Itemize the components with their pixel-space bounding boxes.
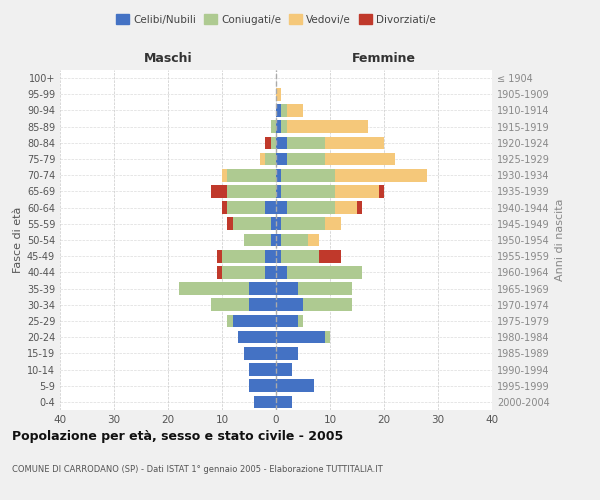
Bar (249, 298, 276, 311)
Bar (271, 234, 276, 246)
Bar (217, 266, 222, 278)
Bar (244, 347, 276, 360)
Bar (254, 396, 276, 408)
Bar (281, 234, 308, 246)
Text: Femmine: Femmine (352, 52, 416, 65)
Bar (233, 314, 276, 328)
Bar (276, 120, 281, 133)
Bar (325, 136, 384, 149)
Bar (325, 331, 330, 344)
Y-axis label: Anni di nascita: Anni di nascita (555, 198, 565, 281)
Bar (281, 185, 335, 198)
Bar (281, 104, 287, 117)
Bar (244, 234, 271, 246)
Bar (298, 314, 303, 328)
Text: Maschi: Maschi (143, 52, 193, 65)
Bar (276, 169, 281, 181)
Bar (238, 331, 276, 344)
Bar (335, 202, 357, 214)
Bar (276, 347, 298, 360)
Bar (276, 380, 314, 392)
Bar (335, 169, 427, 181)
Bar (281, 218, 325, 230)
Bar (276, 298, 303, 311)
Bar (276, 396, 292, 408)
Bar (276, 218, 281, 230)
Bar (281, 169, 335, 181)
Bar (325, 152, 395, 166)
Bar (265, 136, 271, 149)
Bar (276, 282, 298, 295)
Bar (287, 136, 325, 149)
Bar (276, 185, 281, 198)
Bar (265, 266, 276, 278)
Bar (179, 282, 249, 295)
Bar (271, 218, 276, 230)
Bar (281, 250, 319, 262)
Bar (222, 250, 265, 262)
Bar (379, 185, 384, 198)
Bar (276, 363, 292, 376)
Bar (249, 380, 276, 392)
Bar (265, 250, 276, 262)
Bar (287, 202, 335, 214)
Bar (227, 314, 233, 328)
Bar (308, 234, 319, 246)
Bar (287, 104, 303, 117)
Bar (303, 298, 352, 311)
Bar (276, 266, 287, 278)
Bar (249, 363, 276, 376)
Bar (233, 218, 271, 230)
Bar (325, 218, 341, 230)
Bar (276, 202, 287, 214)
Text: Popolazione per età, sesso e stato civile - 2005: Popolazione per età, sesso e stato civil… (12, 430, 343, 443)
Bar (222, 169, 227, 181)
Bar (276, 331, 325, 344)
Bar (249, 282, 276, 295)
Bar (281, 120, 287, 133)
Bar (271, 136, 276, 149)
Bar (222, 202, 227, 214)
Text: COMUNE DI CARRODANO (SP) - Dati ISTAT 1° gennaio 2005 - Elaborazione TUTTITALIA.: COMUNE DI CARRODANO (SP) - Dati ISTAT 1°… (12, 465, 383, 474)
Bar (260, 152, 265, 166)
Bar (276, 152, 287, 166)
Bar (265, 152, 276, 166)
Bar (287, 152, 325, 166)
Bar (276, 250, 281, 262)
Bar (217, 250, 222, 262)
Bar (276, 234, 281, 246)
Bar (222, 266, 265, 278)
Bar (276, 314, 298, 328)
Bar (298, 282, 352, 295)
Bar (276, 136, 287, 149)
Bar (227, 218, 233, 230)
Bar (211, 185, 227, 198)
Bar (211, 298, 249, 311)
Bar (276, 88, 281, 101)
Bar (271, 120, 276, 133)
Bar (227, 185, 276, 198)
Bar (227, 169, 276, 181)
Bar (357, 202, 362, 214)
Legend: Celibi/Nubili, Coniugati/e, Vedovi/e, Divorziati/e: Celibi/Nubili, Coniugati/e, Vedovi/e, Di… (112, 10, 440, 29)
Bar (287, 266, 362, 278)
Bar (276, 104, 281, 117)
Y-axis label: Fasce di età: Fasce di età (13, 207, 23, 273)
Bar (287, 120, 368, 133)
Bar (265, 202, 276, 214)
Bar (319, 250, 341, 262)
Bar (335, 185, 379, 198)
Bar (227, 202, 265, 214)
